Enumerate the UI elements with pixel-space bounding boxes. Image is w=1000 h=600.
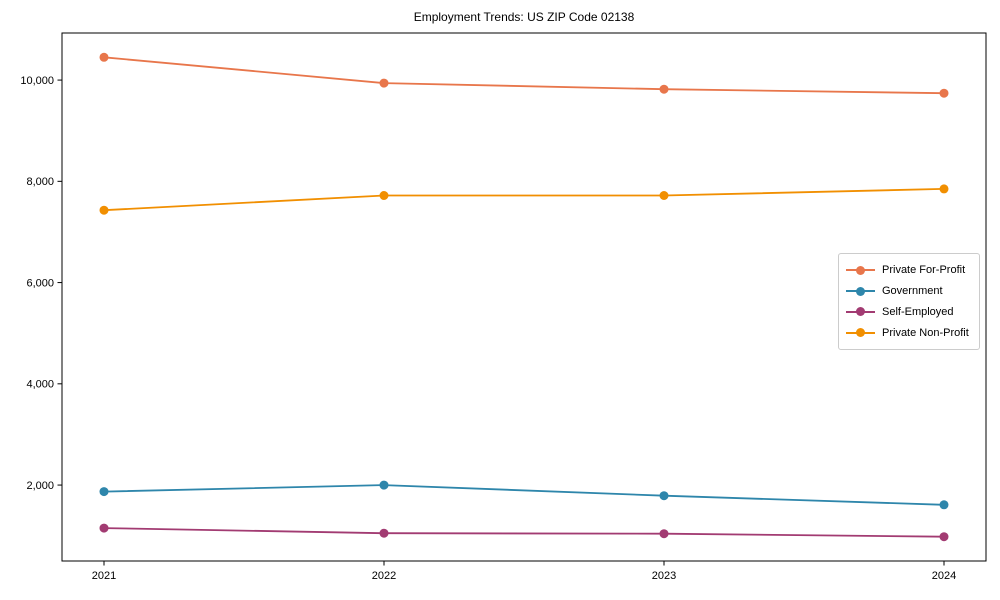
y-axis-tick-label: 4,000: [26, 379, 54, 391]
legend-item: Government: [846, 281, 972, 301]
data-point-government: [99, 487, 109, 497]
legend-item: Private For-Profit: [846, 260, 972, 280]
data-point-government: [659, 491, 669, 501]
line-private-non-profit: [103, 188, 945, 212]
line-self-employed: [103, 527, 945, 538]
y-axis-tick-label: 6,000: [26, 277, 54, 289]
data-point-government: [939, 500, 949, 510]
data-point-private-for-profit: [379, 78, 389, 88]
axes-box: [61, 32, 987, 562]
legend-label: Self-Employed: [882, 305, 954, 318]
legend-label: Private For-Profit: [882, 264, 966, 277]
data-point-private-for-profit: [99, 52, 109, 62]
data-point-private-non-profit: [379, 191, 389, 200]
chart-legend: Private For-Profit Government Self-Employe…: [838, 253, 980, 350]
x-axis-tick-label: 2021: [92, 570, 116, 582]
x-axis-tick-label: 2024: [932, 570, 956, 582]
line-government: [103, 484, 945, 506]
legend-item: Private Non-Profit: [846, 323, 972, 343]
legend-marker-icon: [846, 307, 875, 317]
x-axis-tick-label: 2023: [652, 570, 676, 582]
data-point-private-non-profit: [939, 184, 949, 194]
chart-title: Employment Trends: US ZIP Code 02138: [413, 10, 635, 24]
legend-marker-icon: [846, 265, 875, 275]
data-point-private-for-profit: [659, 84, 669, 94]
data-point-private-non-profit: [659, 191, 669, 200]
legend-marker-icon: [846, 286, 875, 296]
data-point-self-employed: [379, 528, 389, 538]
y-axis-tick-label: 10,000: [20, 75, 54, 87]
data-point-self-employed: [659, 529, 669, 539]
data-point-self-employed: [939, 532, 949, 542]
y-axis-tick-label: 8,000: [26, 176, 54, 188]
line-private-for-profit: [103, 56, 945, 95]
legend-item: Self-Employed: [846, 302, 972, 322]
legend-label: Private Non-Profit: [882, 326, 969, 339]
data-point-private-for-profit: [939, 88, 949, 98]
legend-label: Government: [882, 285, 943, 298]
x-axis-tick-label: 2022: [372, 570, 396, 582]
data-point-government: [379, 480, 389, 490]
data-point-private-non-profit: [99, 205, 109, 215]
legend-marker-icon: [846, 328, 875, 338]
y-axis-tick-label: 2,000: [26, 480, 54, 492]
data-point-self-employed: [99, 523, 109, 533]
